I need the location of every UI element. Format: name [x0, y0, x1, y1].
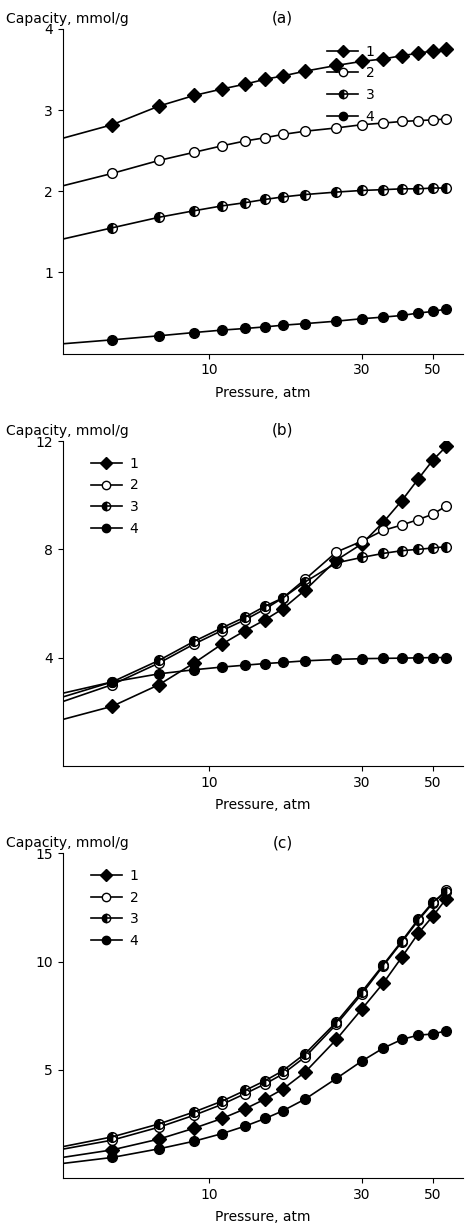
Text: Capacity, mmol/g: Capacity, mmol/g: [7, 423, 129, 438]
Legend: $\it{1}$, $\it{2}$, $\it{3}$, $\it{4}$: $\it{1}$, $\it{2}$, $\it{3}$, $\it{4}$: [322, 39, 380, 129]
Text: Capacity, mmol/g: Capacity, mmol/g: [7, 11, 129, 26]
Legend: $\it{1}$, $\it{2}$, $\it{3}$, $\it{4}$: $\it{1}$, $\it{2}$, $\it{3}$, $\it{4}$: [85, 863, 144, 954]
Text: (a): (a): [272, 11, 293, 26]
X-axis label: Pressure, atm: Pressure, atm: [215, 798, 310, 812]
Text: (b): (b): [272, 422, 293, 438]
Text: (c): (c): [273, 835, 293, 851]
X-axis label: Pressure, atm: Pressure, atm: [215, 1210, 310, 1225]
Text: Capacity, mmol/g: Capacity, mmol/g: [7, 836, 129, 851]
X-axis label: Pressure, atm: Pressure, atm: [215, 387, 310, 400]
Legend: $\it{1}$, $\it{2}$, $\it{3}$, $\it{4}$: $\it{1}$, $\it{2}$, $\it{3}$, $\it{4}$: [85, 452, 144, 542]
